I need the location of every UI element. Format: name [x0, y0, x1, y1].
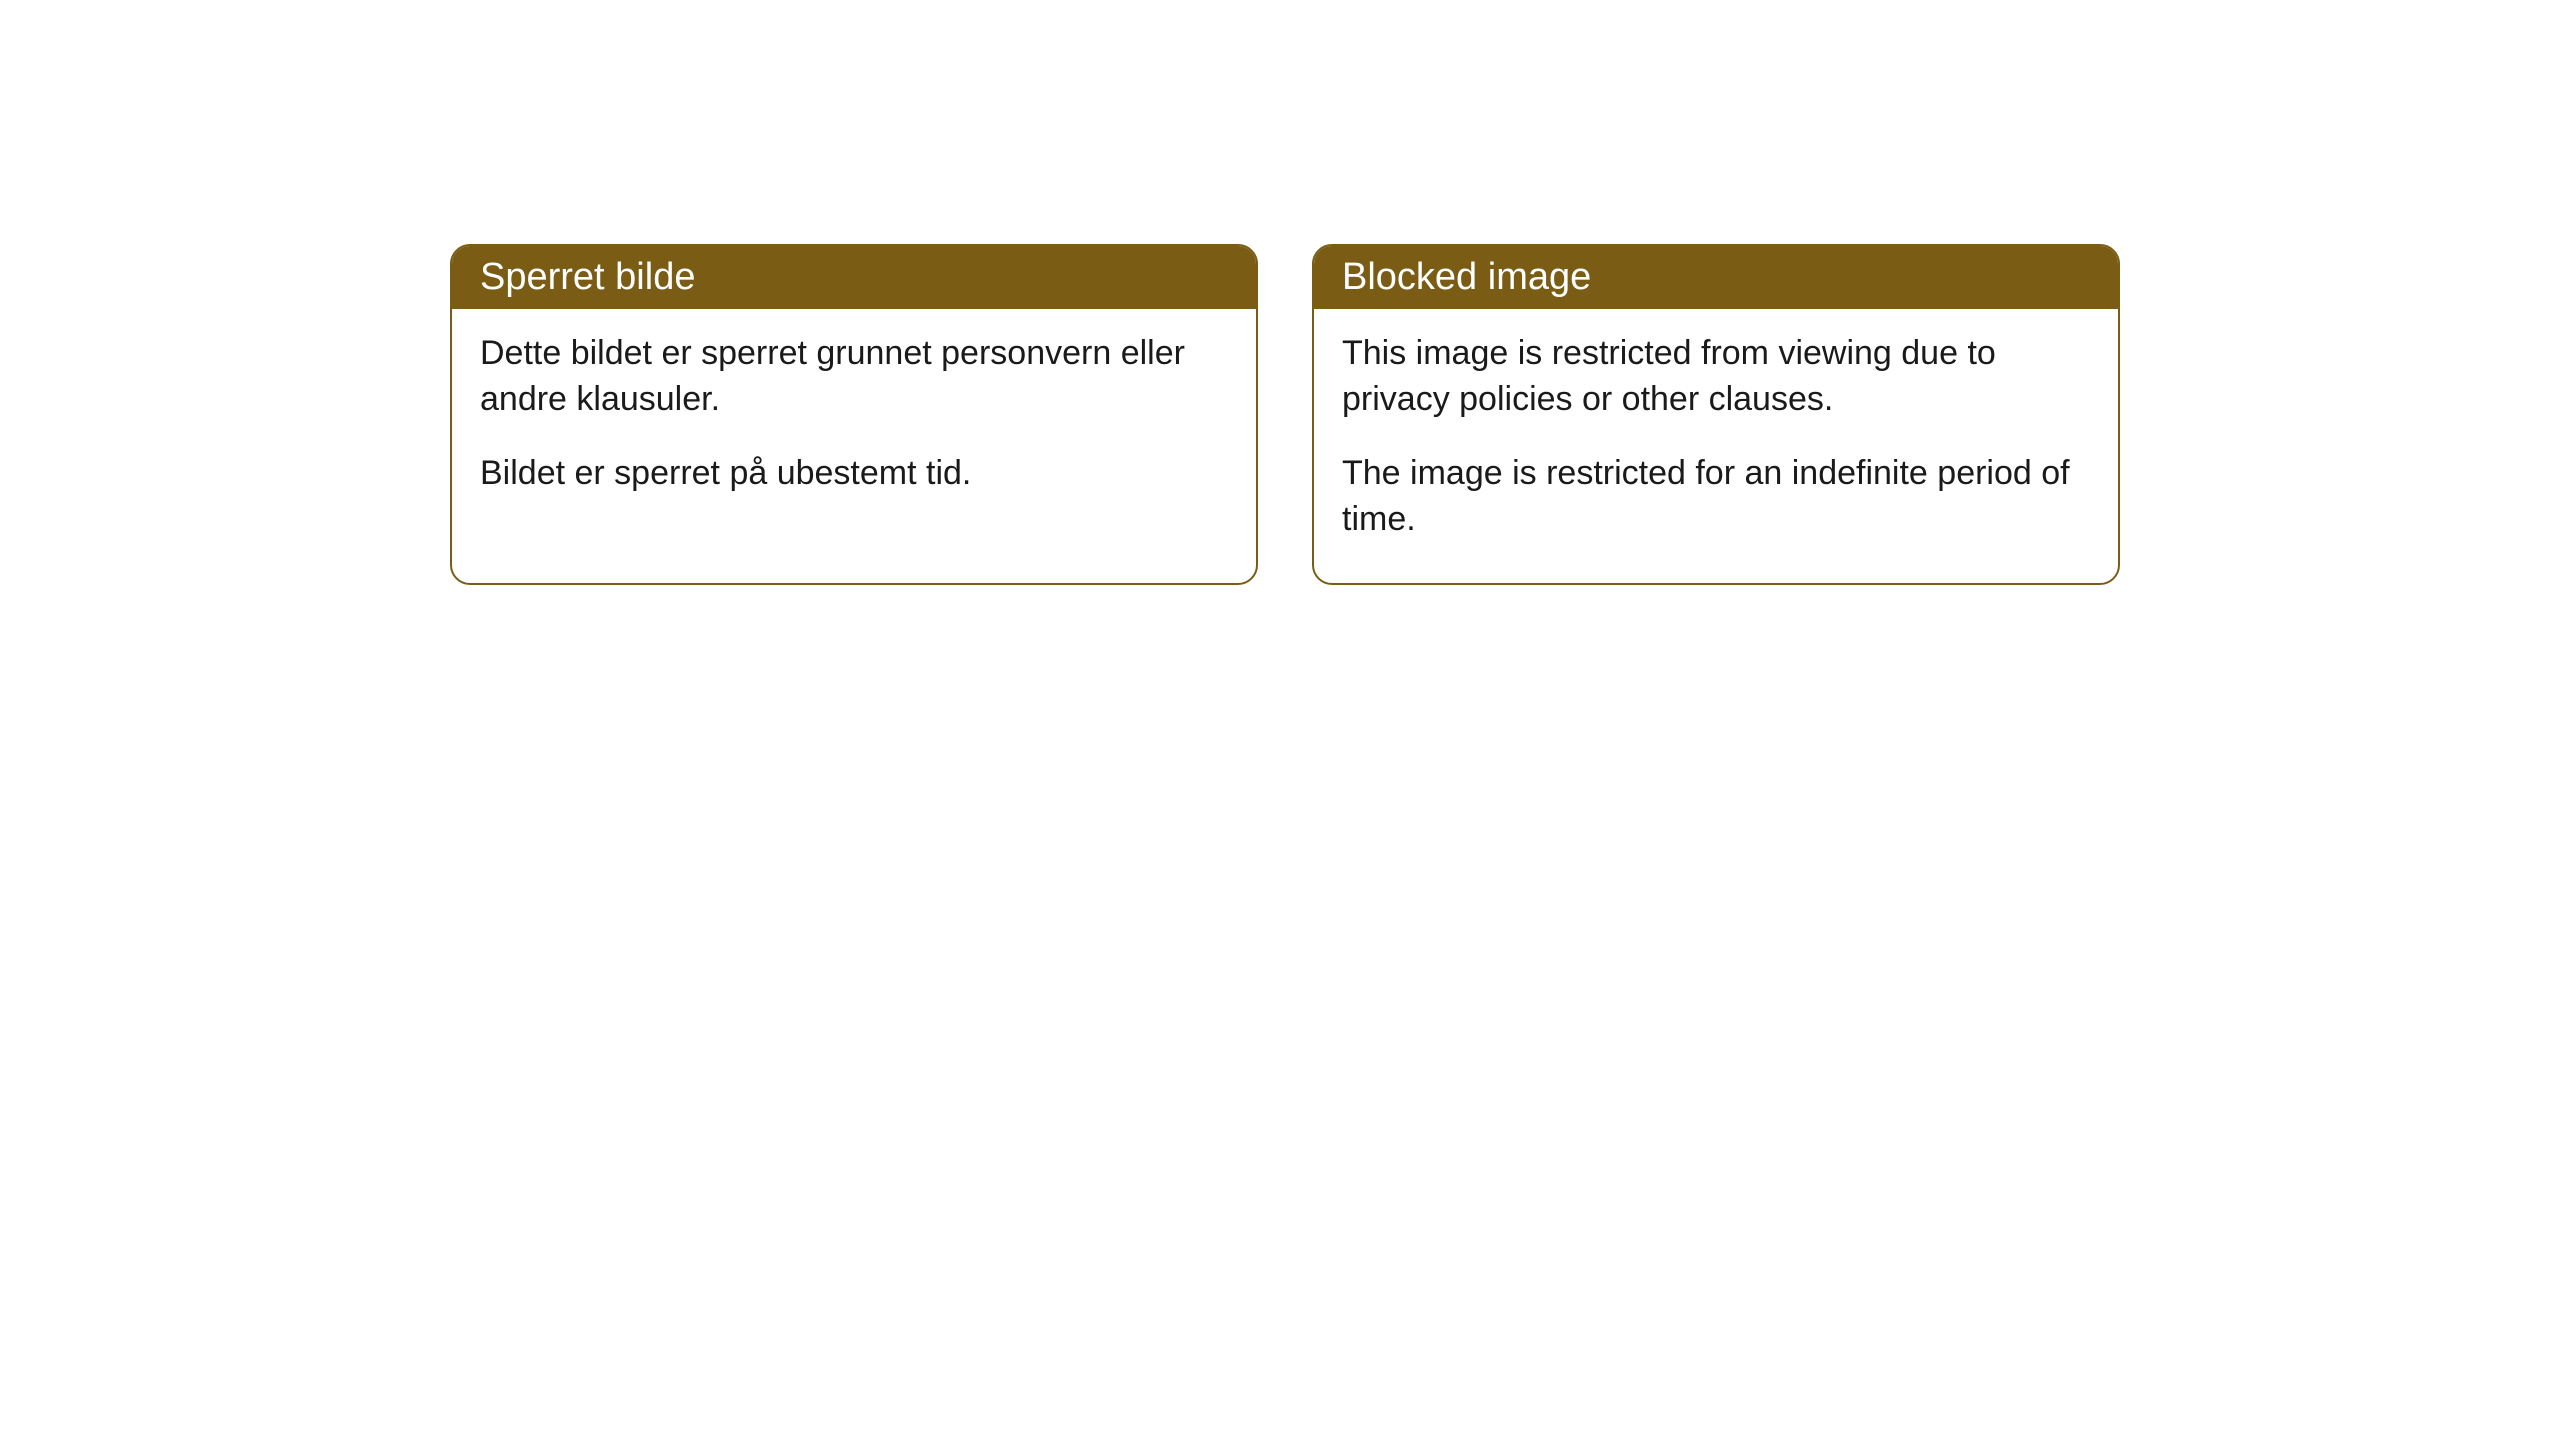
- blocked-image-card-english: Blocked image This image is restricted f…: [1312, 244, 2120, 585]
- notice-cards-container: Sperret bilde Dette bildet er sperret gr…: [450, 244, 2120, 585]
- card-paragraph: The image is restricted for an indefinit…: [1342, 451, 2090, 543]
- card-header: Blocked image: [1314, 246, 2118, 309]
- card-title: Sperret bilde: [480, 256, 695, 298]
- card-paragraph: This image is restricted from viewing du…: [1342, 331, 2090, 423]
- card-header: Sperret bilde: [452, 246, 1256, 309]
- card-title: Blocked image: [1342, 256, 1591, 298]
- blocked-image-card-norwegian: Sperret bilde Dette bildet er sperret gr…: [450, 244, 1258, 585]
- card-body: Dette bildet er sperret grunnet personve…: [452, 309, 1256, 537]
- card-body: This image is restricted from viewing du…: [1314, 309, 2118, 583]
- card-paragraph: Dette bildet er sperret grunnet personve…: [480, 331, 1228, 423]
- card-paragraph: Bildet er sperret på ubestemt tid.: [480, 451, 1228, 497]
